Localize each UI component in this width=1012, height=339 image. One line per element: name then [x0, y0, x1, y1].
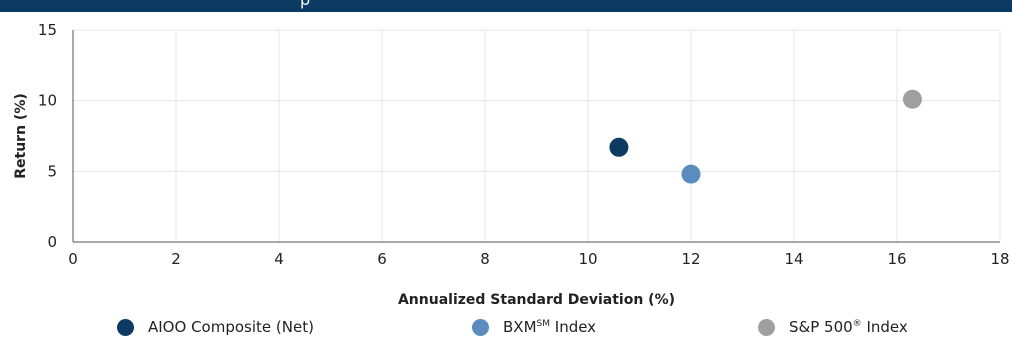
header-bar: p: [0, 0, 1012, 12]
x-tick-label: 6: [377, 250, 387, 268]
legend-marker-aioo: [117, 318, 134, 336]
legend-label-sp500: S&P 500® Index: [789, 318, 908, 336]
tick-labels: 0 2 4 6 8 10 12 14 16 18 0 5 10 15: [38, 21, 1010, 268]
legend-marker-sp500: [758, 318, 775, 336]
scatter-chart: 0 2 4 6 8 10 12 14 16 18 0 5 10 15 Annualized Standar…: [13, 21, 1010, 308]
y-tick-label: 0: [47, 233, 57, 251]
gridlines: [73, 29, 1001, 242]
y-tick-label: 15: [38, 21, 57, 39]
axes: [72, 30, 1000, 243]
y-axis-title: Return (%): [13, 93, 29, 179]
title-fragment: p: [300, 0, 310, 8]
x-tick-label: 8: [480, 250, 490, 268]
data-point-series-1: [681, 164, 701, 184]
x-tick-label: 2: [171, 250, 181, 268]
data-point-series-0: [609, 137, 629, 157]
y-tick-label: 10: [38, 92, 57, 110]
legend-label-aioo: AIOO Composite (Net): [148, 318, 314, 336]
legend-item-bxm: BXMSM Index: [472, 318, 596, 336]
x-axis-title: Annualized Standard Deviation (%): [398, 292, 675, 308]
x-tick-label: 4: [274, 250, 284, 268]
legend-item-aioo: AIOO Composite (Net): [117, 318, 314, 336]
x-tick-label: 18: [990, 250, 1009, 268]
legend-label-bxm: BXMSM Index: [503, 318, 597, 336]
x-tick-label: 14: [784, 250, 803, 268]
legend-marker-bxm: [472, 318, 489, 336]
data-point-series-2: [902, 89, 922, 109]
data-points: [609, 89, 922, 184]
legend-item-sp500: S&P 500® Index: [758, 318, 908, 336]
legend: AIOO Composite (Net) BXMSM Index S&P 500…: [0, 313, 1012, 339]
x-tick-label: 10: [578, 250, 597, 268]
x-tick-label: 12: [681, 250, 700, 268]
x-tick-label: 0: [68, 250, 78, 268]
y-tick-label: 5: [47, 162, 57, 180]
x-tick-label: 16: [887, 250, 906, 268]
